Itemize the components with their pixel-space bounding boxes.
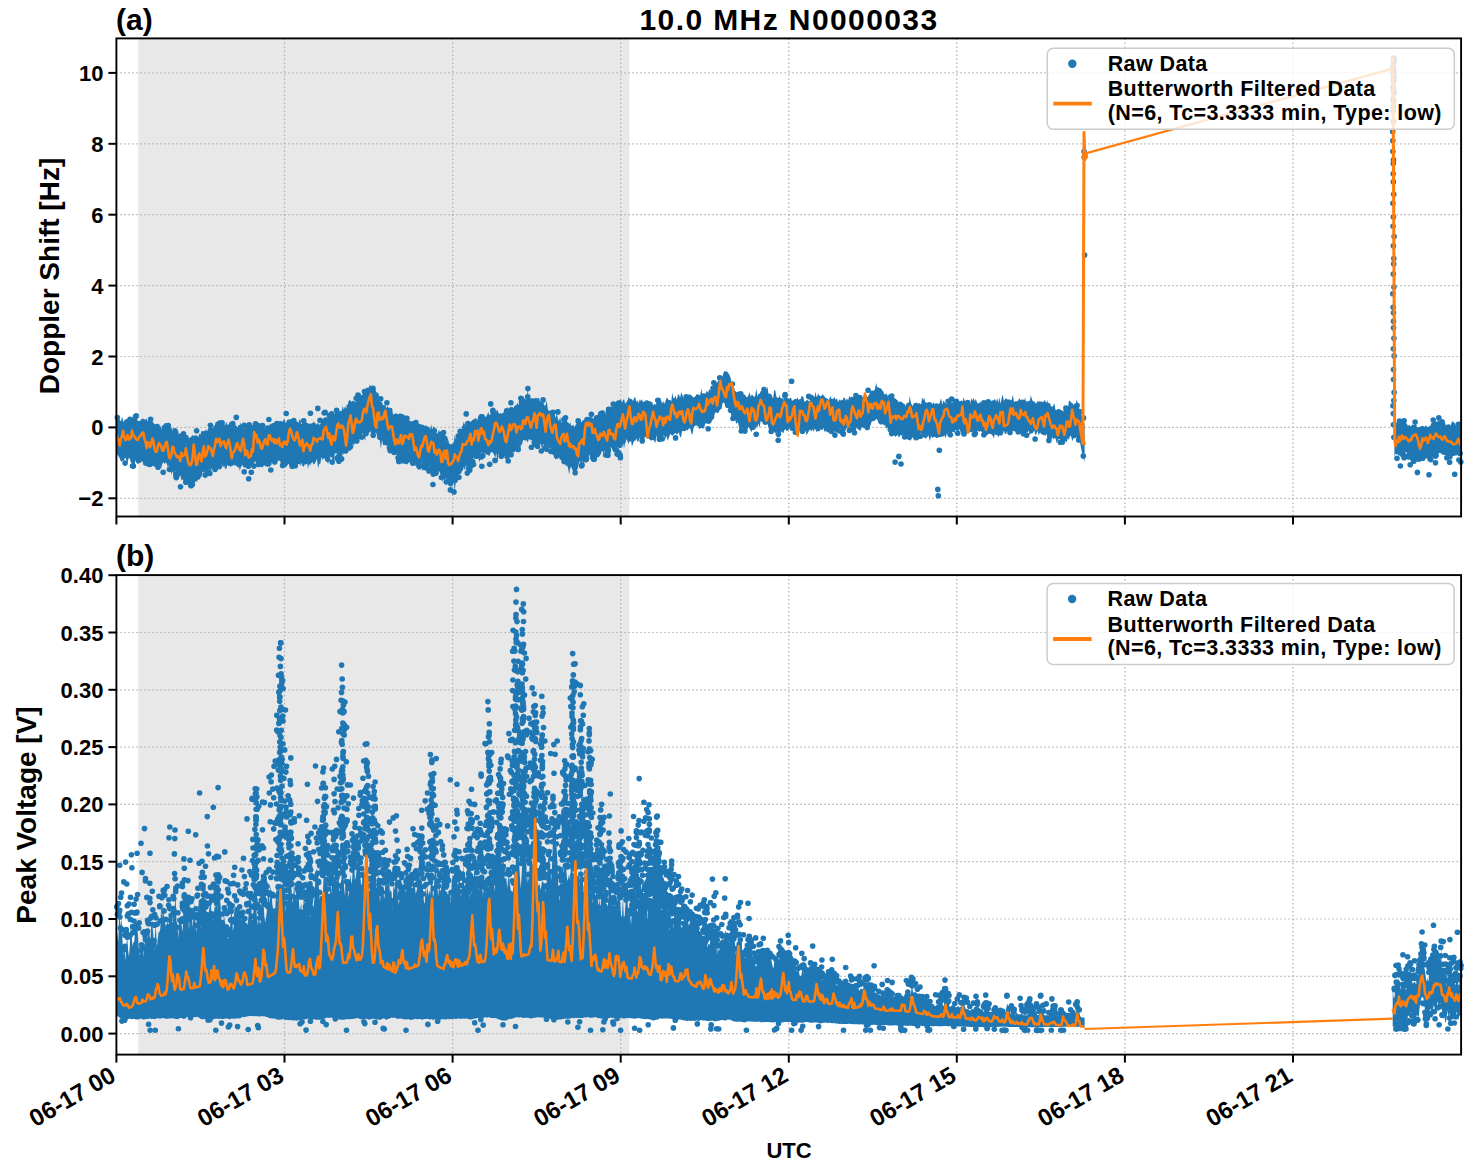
svg-text:0.25: 0.25: [61, 735, 104, 760]
svg-text:0.30: 0.30: [61, 678, 104, 703]
svg-text:(N=6, Tc=3.3333 min, Type: low: (N=6, Tc=3.3333 min, Type: low): [1108, 101, 1442, 125]
svg-text:Doppler Shift [Hz]: Doppler Shift [Hz]: [34, 158, 65, 394]
svg-text:Raw Data: Raw Data: [1108, 52, 1209, 76]
svg-text:0.15: 0.15: [61, 850, 104, 875]
svg-text:UTC: UTC: [766, 1138, 811, 1163]
svg-text:10.0 MHz N0000033: 10.0 MHz N0000033: [640, 3, 939, 36]
svg-text:4: 4: [91, 274, 104, 299]
svg-text:(a): (a): [116, 3, 153, 36]
svg-text:2: 2: [91, 345, 103, 370]
svg-text:(b): (b): [116, 539, 154, 572]
svg-text:0.05: 0.05: [61, 964, 104, 989]
svg-text:0.00: 0.00: [61, 1022, 104, 1047]
svg-text:0.40: 0.40: [61, 563, 104, 588]
svg-text:0.10: 0.10: [61, 907, 104, 932]
svg-text:Raw Data: Raw Data: [1108, 587, 1209, 611]
svg-text:Peak Voltage [V]: Peak Voltage [V]: [11, 706, 42, 923]
svg-text:Butterworth Filtered Data: Butterworth Filtered Data: [1108, 77, 1377, 101]
svg-text:10: 10: [79, 61, 103, 86]
svg-text:8: 8: [91, 132, 103, 157]
svg-text:−2: −2: [78, 486, 103, 511]
svg-text:0.35: 0.35: [61, 621, 104, 646]
svg-text:6: 6: [91, 203, 103, 228]
svg-text:(N=6, Tc=3.3333 min, Type: low: (N=6, Tc=3.3333 min, Type: low): [1108, 636, 1442, 660]
svg-text:Butterworth Filtered Data: Butterworth Filtered Data: [1108, 613, 1377, 637]
svg-text:0.20: 0.20: [61, 792, 104, 817]
svg-text:0: 0: [91, 415, 103, 440]
